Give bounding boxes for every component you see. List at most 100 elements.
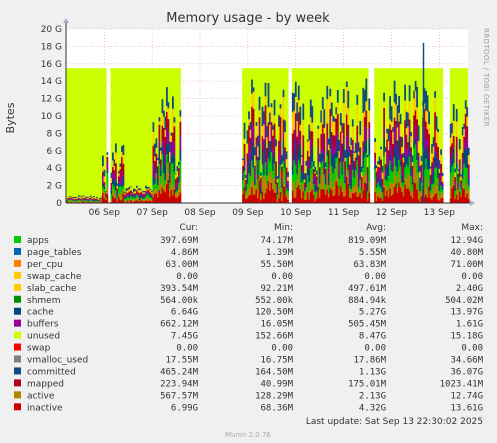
stack-bar <box>152 190 155 198</box>
stack-bar <box>131 195 134 198</box>
stack-bar <box>383 156 385 172</box>
stack-bar <box>67 198 70 200</box>
stack-bar <box>254 165 256 168</box>
stack-bar <box>438 196 441 201</box>
stack-bar <box>454 176 457 183</box>
stack-bar <box>413 90 415 99</box>
stack-bar <box>270 170 273 183</box>
stack-bar <box>312 194 315 203</box>
stack-bar <box>257 198 259 203</box>
stack-bar <box>306 150 309 162</box>
stack-bar <box>269 148 271 152</box>
stack-bar <box>276 198 279 203</box>
stack-bar <box>396 145 399 157</box>
stack-bar <box>359 120 362 136</box>
stack-bar <box>356 149 359 161</box>
stack-bar <box>105 193 107 195</box>
stack-bar <box>99 198 101 199</box>
stack-bar <box>78 199 80 201</box>
x-tick-label: 06 Sep <box>89 208 121 218</box>
stack-bar <box>136 190 138 194</box>
stack-bar <box>381 198 384 201</box>
stack-bar <box>91 201 94 203</box>
stack-bar <box>136 187 138 191</box>
stack-bar <box>106 162 109 170</box>
stack-bar <box>67 200 70 202</box>
stack-bar <box>164 192 167 203</box>
stack-bar <box>377 182 379 191</box>
stack-bar <box>94 200 97 202</box>
stack-bar <box>362 190 365 203</box>
stack-bar <box>389 183 391 189</box>
stack-bar <box>344 158 347 162</box>
stack-bar <box>293 197 296 203</box>
stack-bar <box>402 179 405 183</box>
stack-bar <box>149 200 152 203</box>
stack-bar <box>176 165 179 172</box>
y-tick-label: 14 G <box>41 77 62 87</box>
stack-bar <box>354 183 357 192</box>
stack-bar <box>251 106 253 123</box>
stack-bar <box>291 92 294 113</box>
stack-bar <box>69 198 71 200</box>
stack-bar <box>125 201 128 203</box>
stack-bar <box>100 198 103 200</box>
stack-bar <box>96 200 98 202</box>
stack-bar <box>387 150 390 158</box>
stack-bar <box>401 182 403 187</box>
stack-bar <box>329 96 332 110</box>
stack-bar <box>423 185 426 197</box>
stack-bar <box>413 182 415 203</box>
stack-bar <box>178 167 180 175</box>
stack-bar <box>87 201 89 203</box>
stack-bar <box>314 201 317 203</box>
stack-bar <box>267 122 270 131</box>
stack-bar <box>296 136 299 158</box>
stack-bar <box>435 157 438 168</box>
stack-bar <box>362 175 365 191</box>
stack-bar <box>297 168 300 185</box>
stack-bar <box>70 199 73 200</box>
stack-bar <box>335 114 338 119</box>
stack-bar <box>390 195 393 203</box>
stack-bar <box>112 184 114 189</box>
axes: 02 G4 G6 G8 G10 G12 G14 G16 G18 G20 G06 … <box>41 18 475 218</box>
stack-bar <box>416 119 418 136</box>
stack-bar <box>137 194 140 196</box>
stack-bar <box>404 154 406 168</box>
stack-bar <box>151 190 153 193</box>
legend-value: 128.29M <box>255 391 294 401</box>
stack-bar <box>158 117 161 122</box>
stack-bar <box>287 199 289 203</box>
stack-bar <box>121 157 123 173</box>
stack-bar <box>249 176 252 185</box>
stack-bar <box>287 188 289 191</box>
stack-bar <box>312 184 315 191</box>
stack-bar <box>378 156 381 166</box>
stack-bar <box>269 176 271 191</box>
stack-bar <box>381 184 384 187</box>
stack-bar <box>272 135 274 150</box>
stack-bar <box>113 166 116 171</box>
stack-bar <box>320 163 323 176</box>
stack-bar <box>342 143 345 162</box>
stack-bar <box>125 191 128 193</box>
stack-bar <box>380 170 382 180</box>
stack-bar <box>348 146 351 157</box>
unused-area <box>66 68 107 204</box>
stack-bar <box>146 200 149 203</box>
legend-series-name: apps <box>27 236 49 246</box>
stack-bar <box>393 117 396 127</box>
stack-bar <box>324 179 327 185</box>
stack-bar <box>363 182 366 203</box>
stack-bar <box>309 179 312 192</box>
stack-bar <box>246 160 249 178</box>
stack-bar <box>302 158 305 172</box>
stack-bar <box>466 150 469 169</box>
stack-bar <box>145 195 147 197</box>
stack-bar <box>88 198 91 200</box>
stack-bar <box>275 146 277 162</box>
stack-bar <box>360 187 363 191</box>
stack-bar <box>353 160 356 168</box>
stack-bar <box>94 201 97 202</box>
